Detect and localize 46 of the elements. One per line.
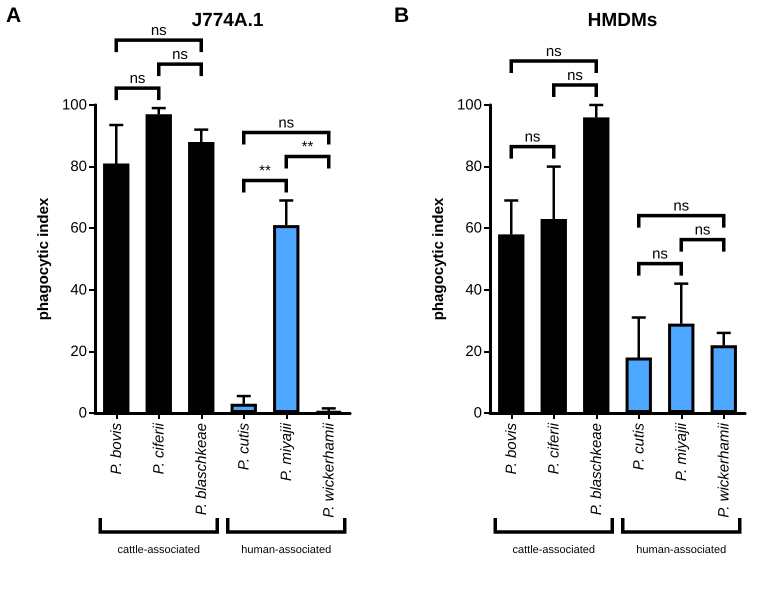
- text: A: [6, 4, 22, 27]
- annotation: ns: [652, 246, 668, 263]
- x-tick-label: P. wickerhamii: [715, 422, 732, 518]
- x-tick-label: P. blaschkeae: [192, 423, 210, 516]
- y-axis-title: phagocytic index: [35, 197, 52, 320]
- y-tick-label: 100: [456, 96, 482, 114]
- x-tick-label: P. ciferii: [150, 422, 168, 474]
- y-tick-label: 60: [465, 220, 482, 237]
- annotation: ns: [278, 114, 294, 132]
- x-tick-label: P. cutis: [235, 422, 252, 470]
- text: cattle-associated: [512, 544, 596, 556]
- x-tick-label: P. wickerhamii: [320, 422, 338, 518]
- text: ns: [567, 67, 583, 84]
- chart-title: HMDMs: [588, 10, 658, 31]
- text: ns: [172, 46, 188, 64]
- chart-title: J774A.1: [192, 10, 264, 31]
- y-tick-label: 80: [465, 158, 482, 176]
- annotation: **: [259, 162, 271, 180]
- text: cattle-associated: [117, 544, 200, 556]
- x-tick-label: P. miyajii: [278, 422, 295, 482]
- y-tick-label: 60: [70, 220, 87, 237]
- text: B: [394, 4, 410, 27]
- x-tick-label: P. cutis: [630, 422, 648, 470]
- y-tick-label: 40: [465, 281, 482, 298]
- x-tick-label: P. bovis: [108, 422, 125, 474]
- y-tick-label: 20: [465, 342, 482, 360]
- text: ns: [546, 43, 562, 60]
- x-tick-label: P. blaschkeae: [588, 423, 605, 516]
- y-axis-title: phagocytic index: [430, 197, 448, 320]
- y-tick-label: 100: [62, 96, 87, 114]
- text: ns: [130, 70, 146, 88]
- text: ns: [150, 22, 167, 40]
- x-tick-label: P. miyajii: [672, 422, 690, 482]
- y-tick-label: 40: [70, 281, 87, 298]
- x-tick-label: P. bovis: [502, 422, 520, 474]
- y-tick-label: 0: [78, 404, 87, 422]
- y-tick-label: 20: [70, 342, 87, 360]
- annotation: **: [302, 138, 314, 156]
- text: human-associated: [636, 544, 726, 556]
- annotation: ns: [673, 198, 690, 215]
- annotation: ns: [524, 128, 540, 146]
- x-tick-label: P. ciferii: [545, 422, 562, 474]
- y-tick-label: 80: [70, 158, 87, 176]
- text: human-associated: [241, 544, 332, 556]
- annotation: ns: [694, 222, 710, 239]
- y-tick-label: 0: [474, 404, 482, 422]
